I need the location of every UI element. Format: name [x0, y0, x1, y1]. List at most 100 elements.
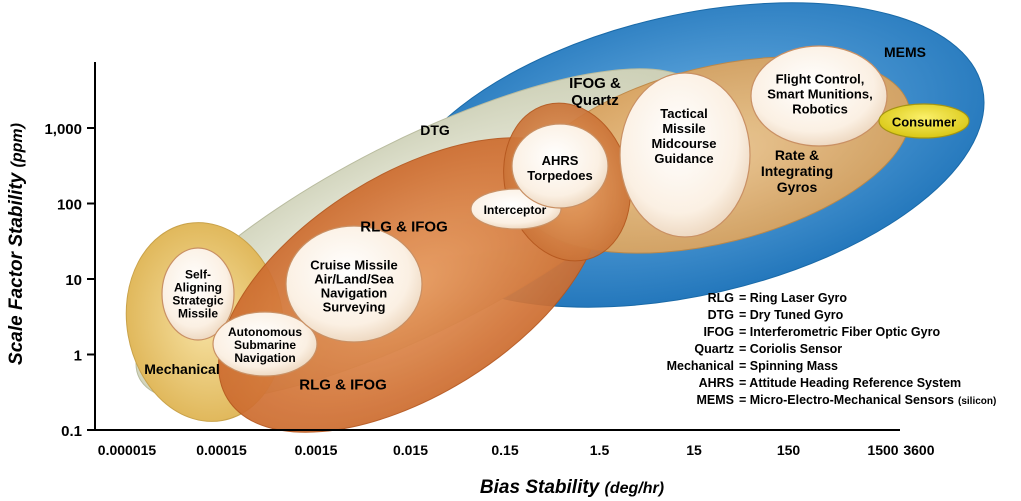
legend-abbr: IFOG — [703, 325, 734, 339]
app-label-tactical-missile-line: Tactical — [660, 106, 707, 121]
app-label-cruise-missile-line: Air/Land/Sea — [314, 272, 394, 287]
legend-meaning-text: = Coriolis Sensor — [739, 342, 842, 356]
app-label-consumer: Consumer — [892, 115, 956, 130]
x-axis-ticks: 0.000015 0.00015 0.0015 0.015 0.15 1.5 15 150 15… — [98, 442, 935, 458]
label-mems: MEMS — [884, 44, 926, 60]
label-mechanical-line: Mechanical — [144, 361, 219, 377]
x-tick-label: 0.000015 — [98, 442, 157, 458]
app-bubble-cruise-missile — [285, 225, 423, 343]
legend-abbr: MEMS — [697, 393, 735, 407]
app-label-autonomous-submarine-line: Submarine — [234, 338, 296, 352]
x-tick-label: 0.15 — [491, 442, 518, 458]
applications-layer — [161, 45, 970, 377]
app-label-ahrs-line: Torpedoes — [527, 168, 593, 183]
app-label-ahrs: AHRS Torpedoes — [527, 153, 593, 183]
app-label-interceptor-line: Interceptor — [484, 203, 547, 217]
app-bubble-self-aligning — [161, 247, 235, 341]
app-label-self-aligning-line: Strategic — [172, 294, 224, 308]
app-label-autonomous-submarine-line: Navigation — [234, 351, 295, 365]
x-tick-label: 0.015 — [393, 442, 428, 458]
app-bubble-autonomous-submarine — [212, 311, 318, 377]
legend-meaning-text: = Dry Tuned Gyro — [739, 308, 844, 322]
app-label-cruise-missile-line: Surveying — [323, 300, 386, 315]
x-tick-label: 15 — [686, 442, 702, 458]
label-rate-integrating-line: Integrating — [761, 163, 833, 179]
y-tick-label: 100 — [57, 197, 82, 214]
y-tick-label: 10 — [65, 272, 82, 289]
legend-meaning: = Interferometric Fiber Optic Gyro — [739, 325, 940, 339]
legend-meaning: = Ring Laser Gyro — [739, 291, 847, 305]
app-label-tactical-missile-line: Guidance — [654, 151, 713, 166]
y-tick-label: 1,000 — [44, 121, 82, 138]
app-label-self-aligning-line: Aligning — [174, 281, 222, 295]
x-tick-label: 0.00015 — [196, 442, 247, 458]
label-mechanical: Mechanical — [144, 361, 219, 377]
app-label-cruise-missile: Cruise Missile Air/Land/Sea Navigation Surv… — [310, 258, 397, 315]
label-rlg-ifog-upper: RLG & IFOG — [360, 218, 448, 235]
x-tick-label: 0.0015 — [295, 442, 338, 458]
app-label-tactical-missile-line: Midcourse — [651, 136, 716, 151]
label-rlg-ifog-upper-line: RLG & IFOG — [360, 218, 448, 235]
x-tick-label: 1.5 — [590, 442, 610, 458]
app-label-tactical-missile: Tactical Missile Midcourse Guidance — [651, 106, 716, 166]
legend-meaning: = Spinning Mass — [739, 359, 838, 373]
label-dtg: DTG — [420, 122, 450, 138]
legend-abbr: Quartz — [694, 342, 734, 356]
label-rate-integrating: Rate & Integrating Gyros — [761, 147, 833, 195]
app-label-consumer-line: Consumer — [892, 115, 956, 130]
y-axis-title: Scale Factor Stability (ppm) — [6, 123, 27, 365]
app-label-cruise-missile-line: Cruise Missile — [310, 258, 397, 273]
app-label-autonomous-submarine-line: Autonomous — [228, 325, 302, 339]
label-rlg-ifog-lower: RLG & IFOG — [299, 376, 387, 393]
label-rlg-ifog-lower-line: RLG & IFOG — [299, 376, 387, 393]
app-label-interceptor: Interceptor — [484, 203, 547, 217]
legend-abbr: DTG — [708, 308, 734, 322]
legend-meaning-text: = Interferometric Fiber Optic Gyro — [739, 325, 940, 339]
legend-meaning: = Attitude Heading Reference System — [739, 376, 961, 390]
legend-abbr: AHRS — [699, 376, 734, 390]
y-axis-title-unit: (ppm) — [9, 123, 26, 167]
app-label-self-aligning-line: Self- — [185, 268, 211, 282]
label-ifog-quartz-line: IFOG & — [569, 75, 621, 92]
app-label-cruise-missile-line: Navigation — [321, 286, 388, 301]
y-axis-ticks: 0.1 1 10 100 1,000 — [44, 121, 95, 440]
x-axis-title: Bias Stability (deg/hr) — [480, 477, 664, 498]
app-bubble-consumer — [878, 103, 970, 139]
legend-meaning: = Micro-Electro-Mechanical Sensors (silic… — [739, 393, 996, 407]
label-dtg-line: DTG — [420, 122, 450, 138]
legend-meaning-note: (silicon) — [958, 396, 996, 407]
legend-abbr: RLG — [708, 291, 734, 305]
app-label-flight-control-line: Smart Munitions, — [767, 87, 872, 102]
app-bubble-flight-control — [750, 45, 888, 147]
label-rate-integrating-line: Gyros — [777, 179, 818, 195]
y-tick-label: 1 — [74, 348, 82, 365]
app-label-self-aligning: Self-Aligning Strategic Missile — [172, 268, 224, 321]
y-tick-label: 0.1 — [61, 423, 82, 440]
legend-meaning-text: = Micro-Electro-Mechanical Sensors — [739, 393, 954, 407]
app-label-tactical-missile-line: Missile — [662, 121, 705, 136]
x-tick-label: 1500 — [867, 442, 898, 458]
x-axis-title-main: Bias Stability — [480, 477, 601, 498]
app-label-flight-control: Flight Control, Smart Munitions, Robotics — [767, 72, 872, 117]
x-tick-label: 3600 — [903, 442, 934, 458]
legend-abbr: Mechanical — [667, 359, 734, 373]
legend-meaning-text: = Ring Laser Gyro — [739, 291, 847, 305]
labels-layer: MEMS DTG Mechanical RLG & IFOG RLG & IFOG IFO… — [144, 44, 956, 393]
label-ifog-quartz: IFOG & Quartz — [569, 75, 621, 109]
y-axis-title-main: Scale Factor Stability — [6, 171, 27, 365]
app-bubble-tactical-missile — [619, 72, 751, 238]
legend-meaning-text: = Attitude Heading Reference System — [739, 376, 961, 390]
x-axis-title-unit: (deg/hr) — [605, 480, 665, 497]
abbreviation-legend: RLG = Ring Laser Gyro DTG = Dry Tuned Gyro I… — [667, 291, 997, 407]
app-label-self-aligning-line: Missile — [178, 307, 218, 321]
axes: 0.1 1 10 100 1,000 0.000015 0.00015 0.0015 0.01… — [6, 62, 935, 498]
app-bubble-ahrs — [511, 123, 609, 209]
app-label-autonomous-submarine: Autonomous Submarine Navigation — [228, 325, 302, 365]
legend-meaning: = Coriolis Sensor — [739, 342, 842, 356]
app-label-flight-control-line: Flight Control, — [776, 72, 865, 87]
legend-meaning: = Dry Tuned Gyro — [739, 308, 844, 322]
label-ifog-quartz-line: Quartz — [571, 92, 619, 109]
legend-meaning-text: = Spinning Mass — [739, 359, 838, 373]
app-label-flight-control-line: Robotics — [792, 102, 848, 117]
